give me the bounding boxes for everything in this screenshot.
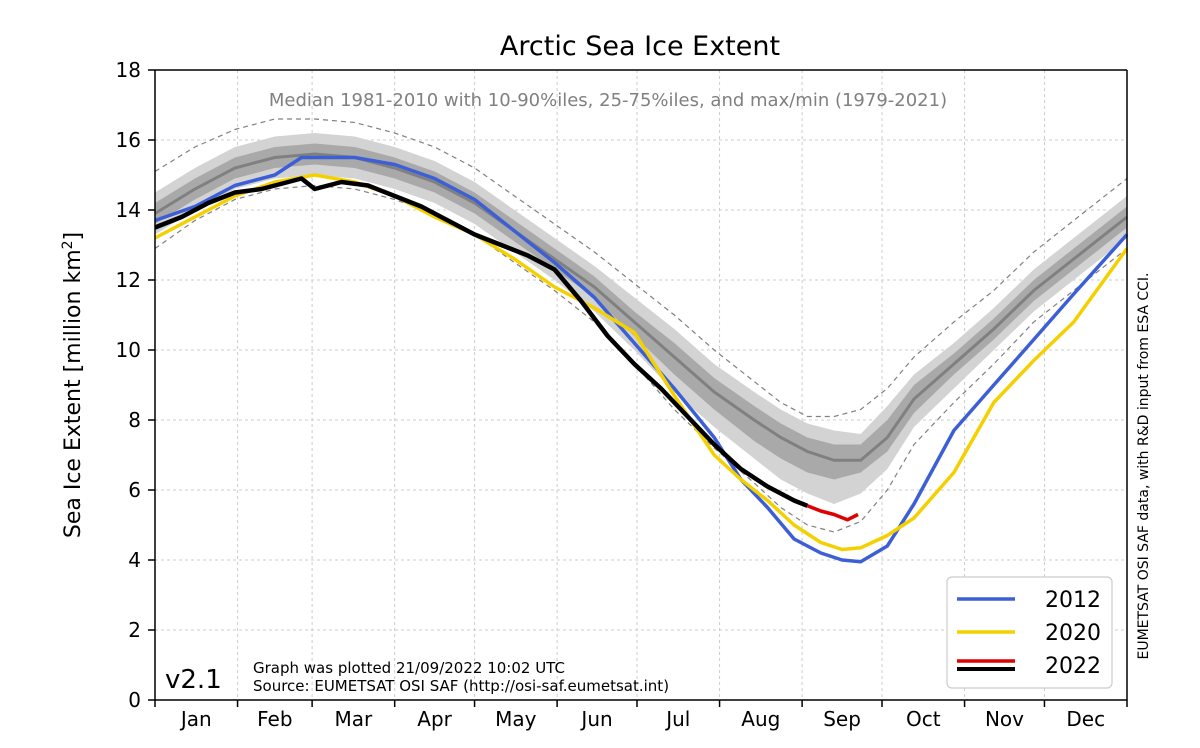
x-tick-label: Feb bbox=[257, 707, 292, 731]
x-tick-label: Jul bbox=[664, 707, 690, 731]
legend-label-2022: 2022 bbox=[1045, 654, 1101, 679]
x-tick-label: Apr bbox=[417, 707, 452, 731]
y-tick-label: 16 bbox=[116, 128, 141, 152]
y-tick-label: 6 bbox=[128, 478, 141, 502]
y-axis-label-sup: 2 bbox=[60, 240, 76, 249]
x-tick-label: Mar bbox=[335, 707, 374, 731]
plot-area: 0 2 4 6 8 10 12 14 16 18 Jan Feb Mar Apr May Jun Jul Aug S… bbox=[116, 58, 1129, 731]
x-tick-label: May bbox=[495, 707, 537, 731]
x-tick-label: Jan bbox=[179, 707, 212, 731]
x-tick-label: Jun bbox=[579, 707, 612, 731]
x-tick-label: Sep bbox=[823, 707, 861, 731]
x-tick-label: Aug bbox=[741, 707, 780, 731]
footnote-plotted: Graph was plotted 21/09/2022 10:02 UTC bbox=[253, 659, 565, 677]
series-2020-line bbox=[154, 173, 1129, 552]
y-axis-label: Sea Ice Extent [million km2] bbox=[60, 232, 86, 538]
y-tick-label: 18 bbox=[116, 58, 141, 82]
x-tick-label: Oct bbox=[906, 707, 941, 731]
legend-label-2012: 2012 bbox=[1045, 588, 1101, 613]
footnote-source: Source: EUMETSAT OSI SAF (http://osi-saf… bbox=[253, 677, 669, 695]
y-tick-label: 14 bbox=[116, 198, 141, 222]
series-2022-recent-line bbox=[806, 504, 859, 522]
series-2022-line bbox=[154, 176, 809, 508]
max-line bbox=[154, 118, 1128, 418]
chart-title: Arctic Sea Ice Extent bbox=[500, 31, 780, 62]
y-axis-label-main: Sea Ice Extent [million km bbox=[61, 249, 86, 538]
x-tick-label: Nov bbox=[985, 707, 1024, 731]
version-label: v2.1 bbox=[165, 665, 222, 695]
y-tick-label: 2 bbox=[128, 618, 141, 642]
x-tick-label: Dec bbox=[1066, 707, 1105, 731]
y-tick-label: 8 bbox=[128, 408, 141, 432]
median-line bbox=[154, 152, 1128, 462]
legend-label-2020: 2020 bbox=[1045, 621, 1101, 646]
y-tick-label: 4 bbox=[128, 548, 141, 572]
y-tick-label: 10 bbox=[116, 338, 141, 362]
y-tick-label: 12 bbox=[116, 268, 141, 292]
y-tick-label: 0 bbox=[128, 688, 141, 712]
side-note: EUMETSAT OSI SAF data, with R&D input fr… bbox=[1136, 272, 1152, 659]
y-axis-label-end: ] bbox=[61, 232, 86, 241]
series-2012-line bbox=[154, 155, 1129, 564]
min-line bbox=[154, 184, 1128, 533]
chart-subtitle: Median 1981-2010 with 10-90%iles, 25-75%… bbox=[269, 90, 947, 111]
